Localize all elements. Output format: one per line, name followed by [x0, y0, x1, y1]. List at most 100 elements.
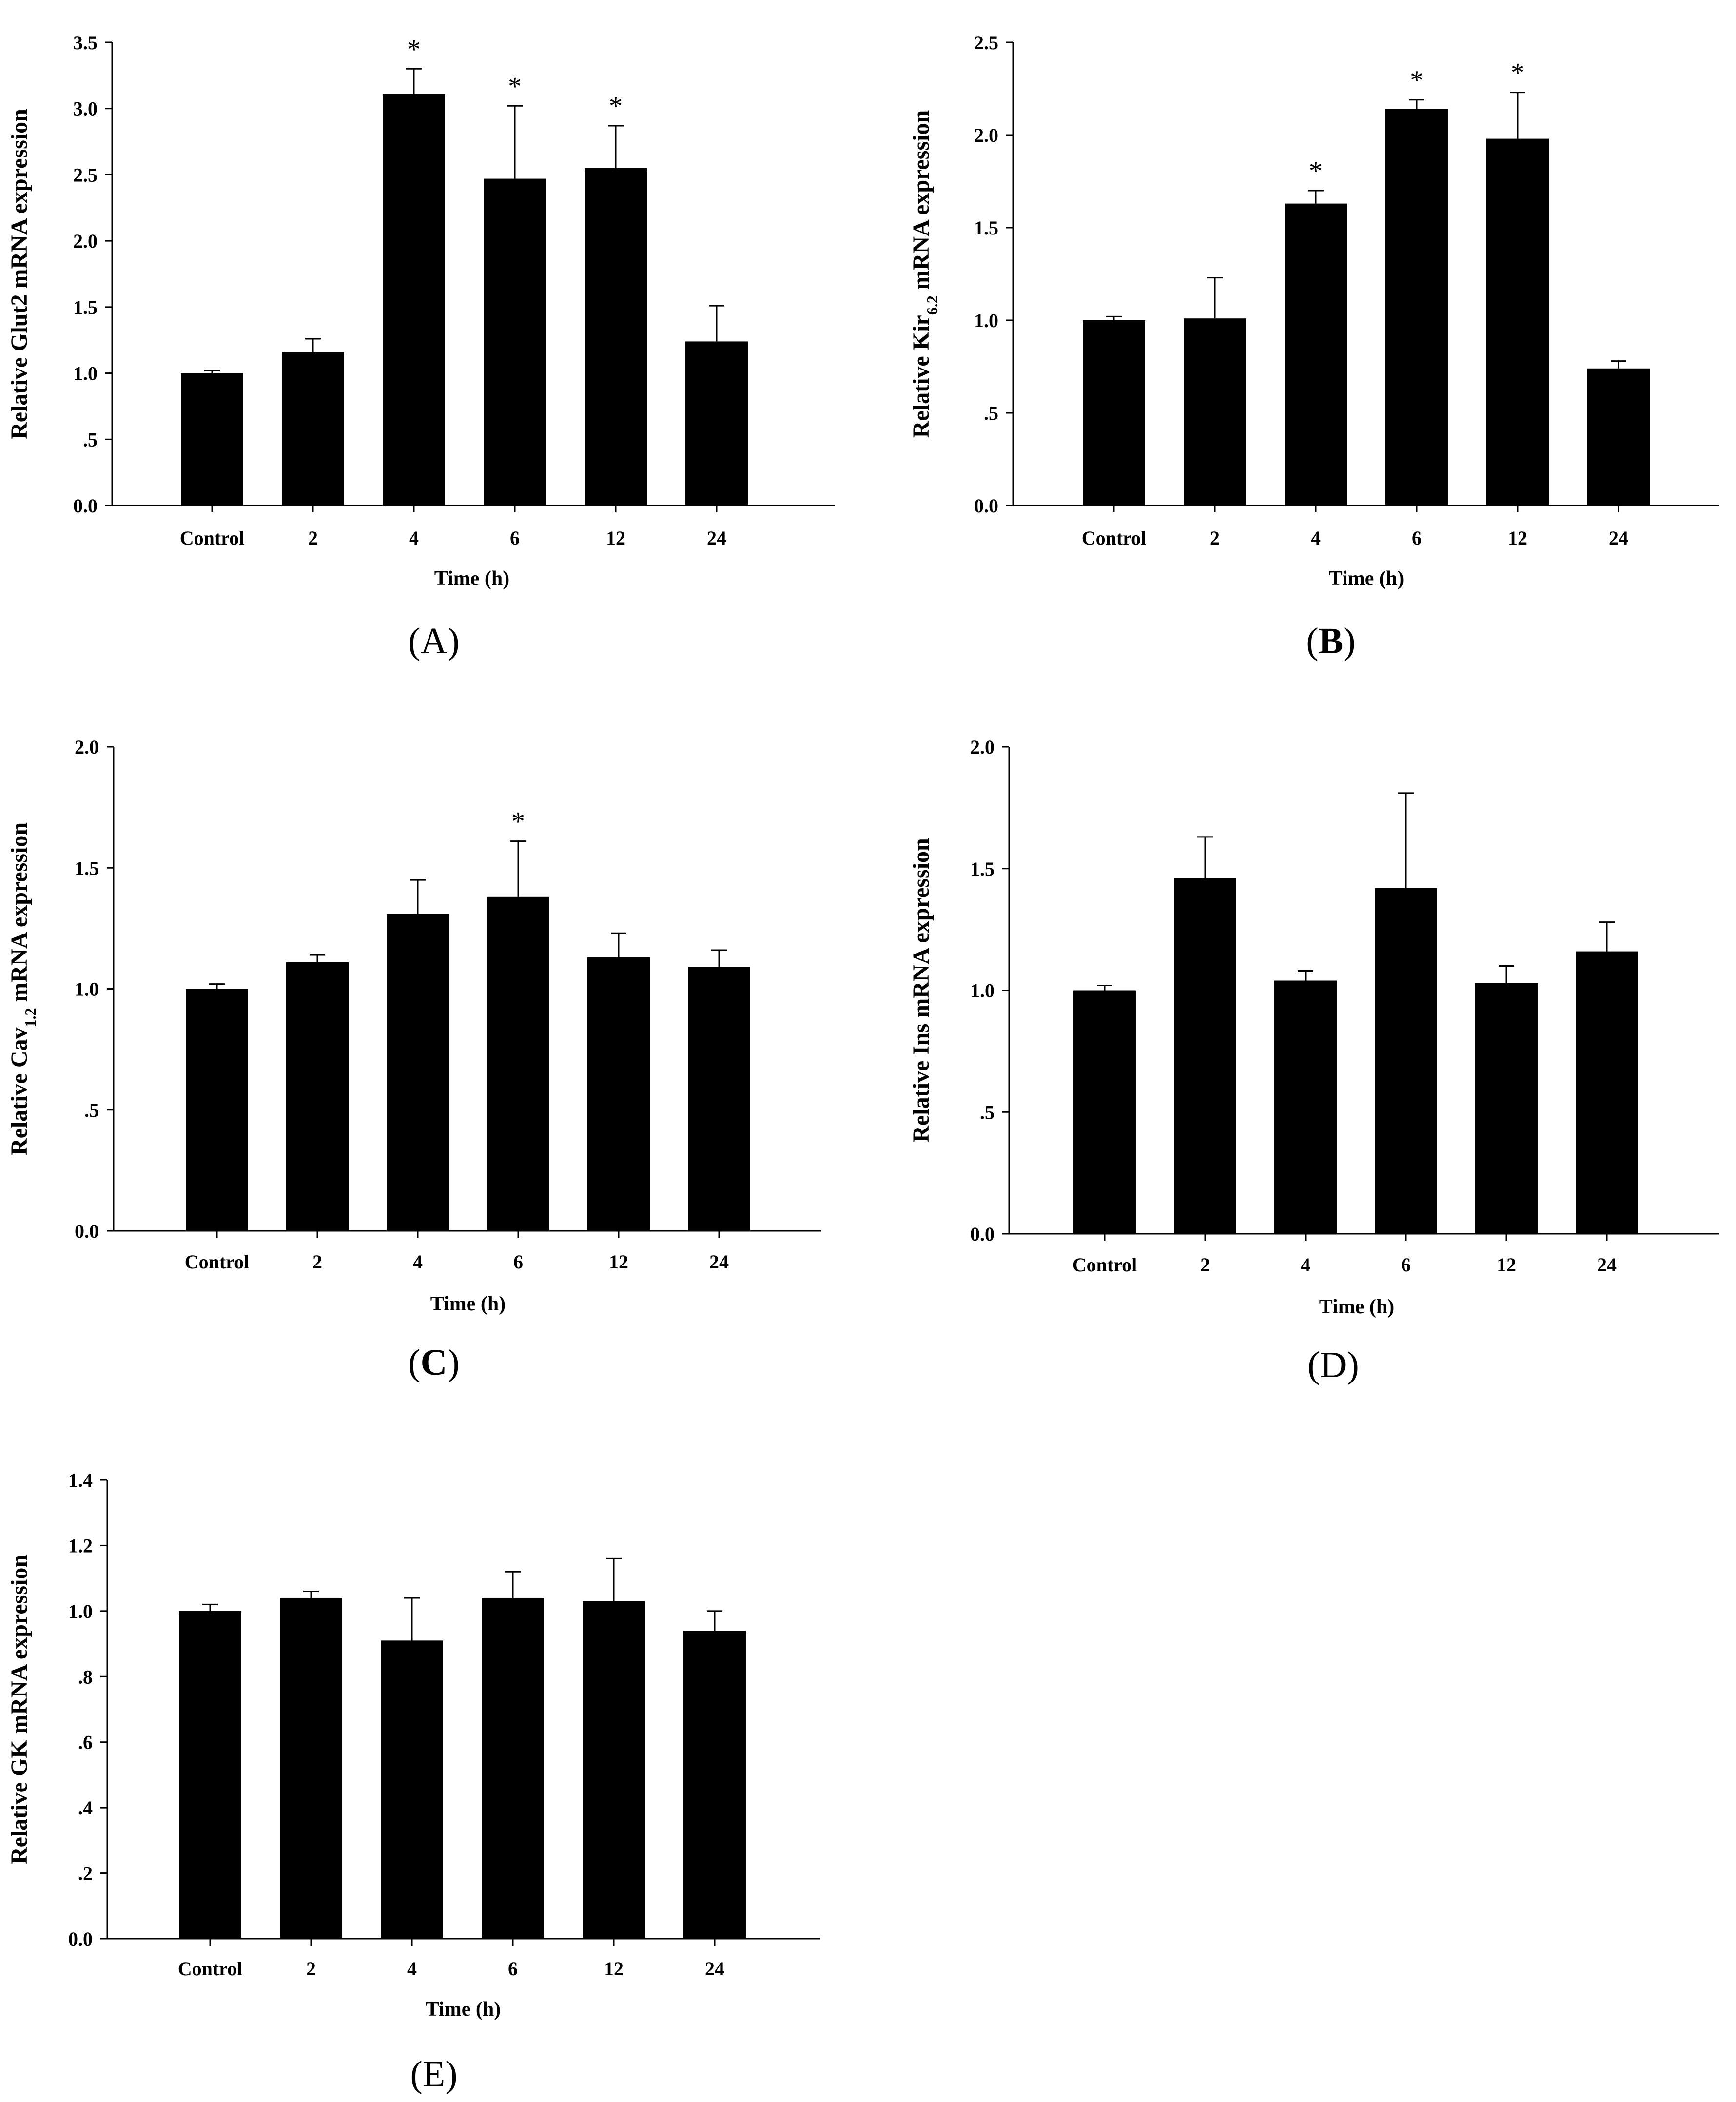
bar [1576, 951, 1638, 1234]
panel-label-open-paren: ( [408, 621, 420, 662]
bar [280, 1597, 342, 1939]
x-tick-label: 2 [1200, 1254, 1210, 1276]
y-tick-label: 1.5 [75, 857, 99, 879]
bar [186, 989, 248, 1231]
significance-marker: * [1511, 58, 1524, 88]
y-axis-label-text: Relative GK mRNA expression [6, 1555, 32, 1864]
bar [1184, 318, 1246, 506]
y-axis-label-text: Relative Glut2 mRNA expression [6, 109, 32, 439]
panel-label-open-paren: ( [1307, 1344, 1320, 1385]
y-tick-label: 1.0 [73, 363, 98, 385]
x-axis-label: Time (h) [430, 1293, 506, 1315]
x-axis-label: Time (h) [434, 567, 509, 590]
x-tick-label: 2 [1210, 527, 1220, 549]
x-tick-label: 12 [1497, 1254, 1516, 1276]
y-axis-label: Relative Cav1.2 mRNA expression [6, 822, 39, 1155]
bar [383, 94, 445, 506]
bar [587, 957, 650, 1231]
x-tick-label: 4 [1301, 1254, 1310, 1276]
y-tick-label: 1.5 [974, 217, 998, 239]
y-axis-label-text: Relative Kir [908, 315, 934, 438]
panel-label: (B) [1306, 621, 1355, 662]
x-tick-label: 4 [413, 1251, 423, 1273]
x-tick-label: 24 [707, 527, 726, 549]
x-tick-label: 12 [1508, 527, 1527, 549]
x-tick-label: 4 [1311, 527, 1321, 549]
x-tick-label: Control [178, 1958, 243, 1980]
significance-marker: * [511, 807, 525, 837]
y-tick-label: 2.5 [974, 32, 998, 54]
bar [179, 1611, 241, 1939]
y-axis-label-text: Relative Ins mRNA expression [908, 838, 934, 1142]
panel-label-open-paren: ( [1306, 621, 1318, 662]
x-tick-label: Control [180, 527, 245, 549]
x-tick-label: 24 [1597, 1254, 1617, 1276]
y-axis-label-text: mRNA expression [6, 822, 32, 1008]
x-axis-label: Time (h) [1319, 1296, 1394, 1318]
y-tick-label: .6 [78, 1732, 93, 1753]
panel-label-letter: D [1320, 1344, 1347, 1385]
x-tick-label: 6 [1401, 1254, 1411, 1276]
y-tick-label: 3.5 [73, 32, 98, 54]
y-tick-label: .4 [78, 1797, 93, 1819]
panel-label-open-paren: ( [410, 2054, 422, 2095]
x-axis-label: Time (h) [426, 1998, 501, 2021]
y-tick-label: 0.0 [68, 1928, 93, 1950]
y-tick-label: 1.2 [68, 1535, 93, 1557]
bar [583, 1601, 645, 1939]
significance-marker: * [609, 91, 623, 121]
significance-marker: * [508, 71, 522, 101]
y-axis-label: Relative Glut2 mRNA expression [6, 109, 32, 439]
x-tick-label: Control [185, 1251, 250, 1273]
x-tick-label: 4 [407, 1958, 417, 1980]
x-tick-label: 2 [306, 1958, 316, 1980]
x-tick-label: 24 [705, 1958, 724, 1980]
x-tick-label: 2 [308, 527, 318, 549]
bar [381, 1640, 443, 1939]
bar [1174, 878, 1236, 1234]
y-tick-label: 1.0 [970, 980, 995, 1002]
panel-label-close-paren: ) [447, 621, 459, 662]
bar [685, 341, 748, 506]
bar [1475, 983, 1538, 1234]
panel-label-letter: C [421, 1342, 448, 1383]
y-tick-label: 0.0 [970, 1223, 995, 1245]
x-tick-label: 12 [606, 527, 625, 549]
bar [1285, 203, 1347, 506]
panel-label-letter: E [423, 2054, 445, 2095]
bar [282, 352, 344, 506]
panel-label-close-paren: ) [1346, 1344, 1359, 1385]
significance-marker: * [407, 34, 421, 64]
panel-label: (C) [408, 1342, 460, 1383]
x-tick-label: 24 [709, 1251, 729, 1273]
panel-label-close-paren: ) [447, 1342, 459, 1383]
y-axis-label-text: Relative Cav [6, 1027, 32, 1155]
bar [585, 168, 647, 506]
x-tick-label: 6 [513, 1251, 523, 1273]
bar [1274, 980, 1337, 1234]
x-tick-label: 6 [1412, 527, 1422, 549]
y-tick-label: 1.5 [970, 858, 995, 880]
bar [484, 178, 546, 506]
y-axis-label: Relative Ins mRNA expression [908, 838, 934, 1142]
y-tick-label: 2.0 [970, 736, 995, 758]
panel-label-close-paren: ) [1343, 621, 1355, 662]
y-axis-label-subscript: 6.2 [923, 295, 941, 315]
y-tick-label: .5 [984, 402, 998, 424]
y-tick-label: .5 [83, 428, 98, 450]
y-tick-label: 1.0 [974, 310, 998, 331]
y-axis-label: Relative Kir6.2 mRNA expression [908, 110, 941, 438]
panel-label-letter: A [421, 621, 448, 662]
y-tick-label: .8 [78, 1666, 93, 1688]
y-tick-label: 2.0 [73, 230, 98, 252]
x-tick-label: 12 [604, 1958, 624, 1980]
y-axis-label: Relative GK mRNA expression [6, 1555, 32, 1864]
bar [683, 1631, 746, 1939]
panel-label: (D) [1307, 1344, 1359, 1385]
y-tick-label: 2.5 [73, 164, 98, 186]
panel-label: (A) [408, 621, 460, 662]
